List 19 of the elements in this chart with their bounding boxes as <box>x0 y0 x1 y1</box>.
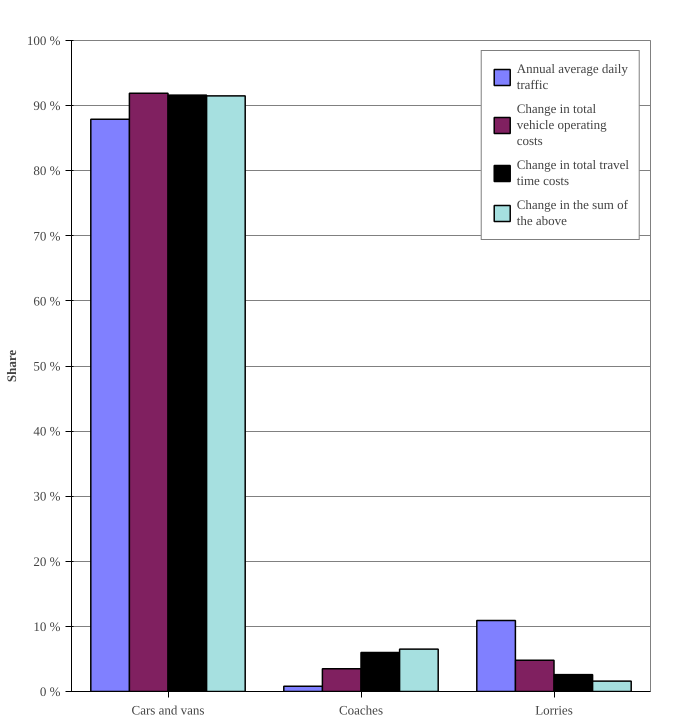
y-tick-label: 50 % <box>33 358 61 374</box>
legend-label: Annual average daily traffic <box>516 61 628 93</box>
y-tick-label: 90 % <box>33 98 61 114</box>
y-tick-label: 40 % <box>33 424 61 439</box>
y-axis-title: Share <box>4 350 19 382</box>
x-tick-label: Cars and vans <box>132 702 204 718</box>
y-tick-label: 60 % <box>33 293 61 308</box>
legend-label: Change in the sum of the above <box>516 197 628 229</box>
legend-label: Change in total vehicle operating costs <box>516 101 607 149</box>
x-tick-label: Coaches <box>338 702 384 718</box>
y-tick-label: 80 % <box>33 163 61 178</box>
y-tick-label: 20 % <box>33 554 61 569</box>
y-tick-label: 100 % <box>26 33 61 48</box>
legend-label: Change in total travel time costs <box>516 157 629 189</box>
y-tick-label: 10 % <box>33 618 61 634</box>
y-tick-label: 70 % <box>33 228 61 244</box>
x-tick-label: Lorries <box>535 702 573 718</box>
y-tick-label: 30 % <box>33 488 61 504</box>
y-tick-label: 0 % <box>40 684 61 699</box>
